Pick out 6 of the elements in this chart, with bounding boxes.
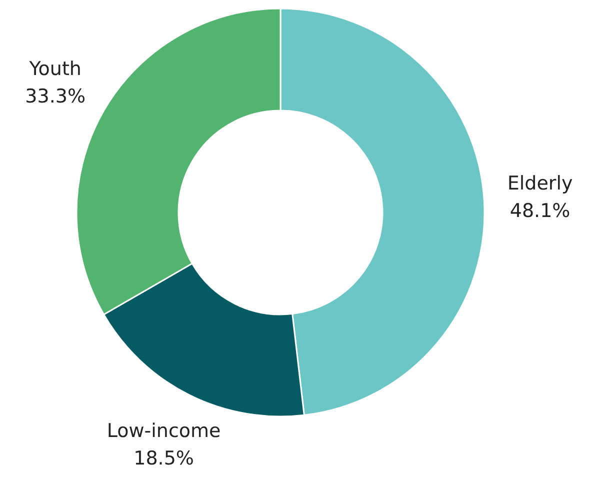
data-label: 18.5% — [134, 448, 194, 470]
slice-label: Low-income — [106, 420, 221, 442]
slice-label: Elderly — [507, 172, 573, 195]
data-label: 48.1% — [510, 200, 570, 222]
data-label: 33.3% — [25, 85, 86, 108]
slice-label: Youth — [28, 58, 82, 80]
